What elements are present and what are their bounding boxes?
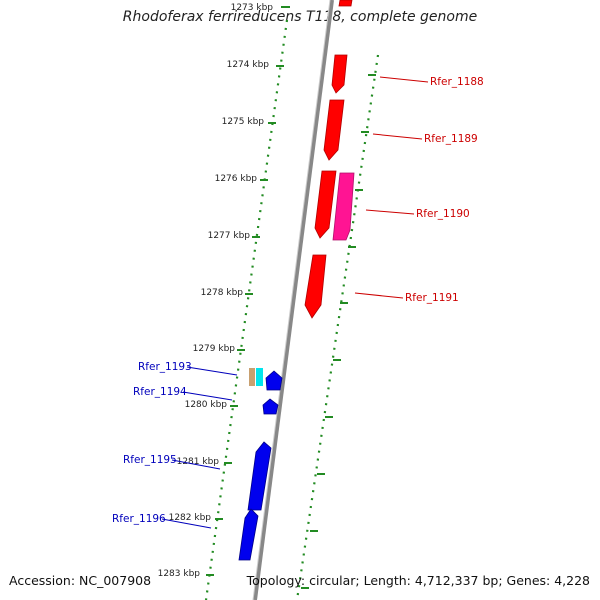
kbp-tick: 1276 kbp [215, 174, 268, 184]
gene-label-rfer-1194[interactable]: Rfer_1194 [133, 386, 187, 398]
gene-arrow-rfer-1191[interactable] [304, 254, 327, 319]
kbp-tick-label: 1279 kbp [193, 344, 236, 354]
right-track-ticks [301, 74, 376, 589]
gene-arrow-rfer-1188[interactable] [331, 54, 348, 94]
kbp-tick: 1275 kbp [222, 117, 276, 127]
forward-gene-labels: Rfer_1188 Rfer_1189 Rfer_1190 Rfer_1191 [354, 76, 484, 304]
topology-text: Topology: circular; Length: 4,712,337 bp… [246, 573, 590, 588]
genome-backbone-shadow [252, 0, 331, 600]
gene-arrow-rfer-1193[interactable] [265, 370, 283, 391]
kbp-tick: 1280 kbp [185, 400, 238, 410]
gene-box-rfer-1193-b[interactable] [256, 368, 263, 386]
kbp-tick-label: 1274 kbp [227, 60, 270, 70]
kbp-ticks: 1273 kbp 1274 kbp 1275 kbp 1276 kbp 1277… [158, 3, 290, 579]
gene-label-rfer-1196[interactable]: Rfer_1196 [112, 513, 166, 525]
kbp-tick-label: 1275 kbp [222, 117, 265, 127]
map-title: Rhodoferax ferrireducens T118, complete … [122, 9, 478, 25]
kbp-tick: 1274 kbp [227, 60, 284, 70]
left-dotted-track [204, 19, 289, 600]
gene-arrow-rfer-1190b[interactable] [332, 172, 355, 241]
gene-label-rfer-1190[interactable]: Rfer_1190 [416, 208, 470, 220]
gene-arrow-rfer-1194[interactable] [262, 398, 279, 415]
gene-label-rfer-1189[interactable]: Rfer_1189 [424, 133, 478, 145]
gene-arrow-rfer-1196[interactable] [238, 508, 259, 561]
accession-text: Accession: NC_007908 [9, 573, 152, 588]
gene-arrow-rfer-1195[interactable] [247, 441, 272, 511]
kbp-tick-label: 1283 kbp [158, 569, 201, 579]
gene-arrow-rfer-1187[interactable] [338, 0, 353, 7]
kbp-tick: 1282 kbp [169, 513, 223, 523]
kbp-tick-label: 1277 kbp [208, 231, 251, 241]
gene-box-rfer-1193-a[interactable] [249, 368, 255, 386]
kbp-tick: 1283 kbp [158, 569, 214, 579]
kbp-tick: 1278 kbp [201, 288, 253, 298]
gene-label-rfer-1188[interactable]: Rfer_1188 [430, 76, 484, 88]
kbp-tick-label: 1280 kbp [185, 400, 228, 410]
gene-label-rfer-1193[interactable]: Rfer_1193 [138, 361, 192, 373]
reverse-gene-labels: Rfer_1193 Rfer_1194 Rfer_1195 Rfer_1196 [112, 361, 238, 529]
reverse-genes [238, 368, 283, 561]
genome-backbone [253, 0, 334, 600]
kbp-tick: 1277 kbp [208, 231, 260, 241]
forward-genes [304, 0, 355, 319]
kbp-tick: 1281 kbp [177, 457, 232, 467]
gene-label-rfer-1191[interactable]: Rfer_1191 [405, 292, 459, 304]
kbp-tick-label: 1281 kbp [177, 457, 220, 467]
kbp-tick-label: 1276 kbp [215, 174, 258, 184]
gene-label-rfer-1195[interactable]: Rfer_1195 [123, 454, 177, 466]
kbp-tick: 1279 kbp [193, 344, 245, 354]
kbp-tick-label: 1273 kbp [231, 3, 274, 13]
kbp-tick-label: 1282 kbp [169, 513, 212, 523]
gene-arrow-rfer-1189[interactable] [323, 99, 345, 161]
kbp-tick: 1273 kbp [231, 3, 290, 13]
gene-arrow-rfer-1190a[interactable] [314, 170, 337, 239]
kbp-tick-label: 1278 kbp [201, 288, 244, 298]
